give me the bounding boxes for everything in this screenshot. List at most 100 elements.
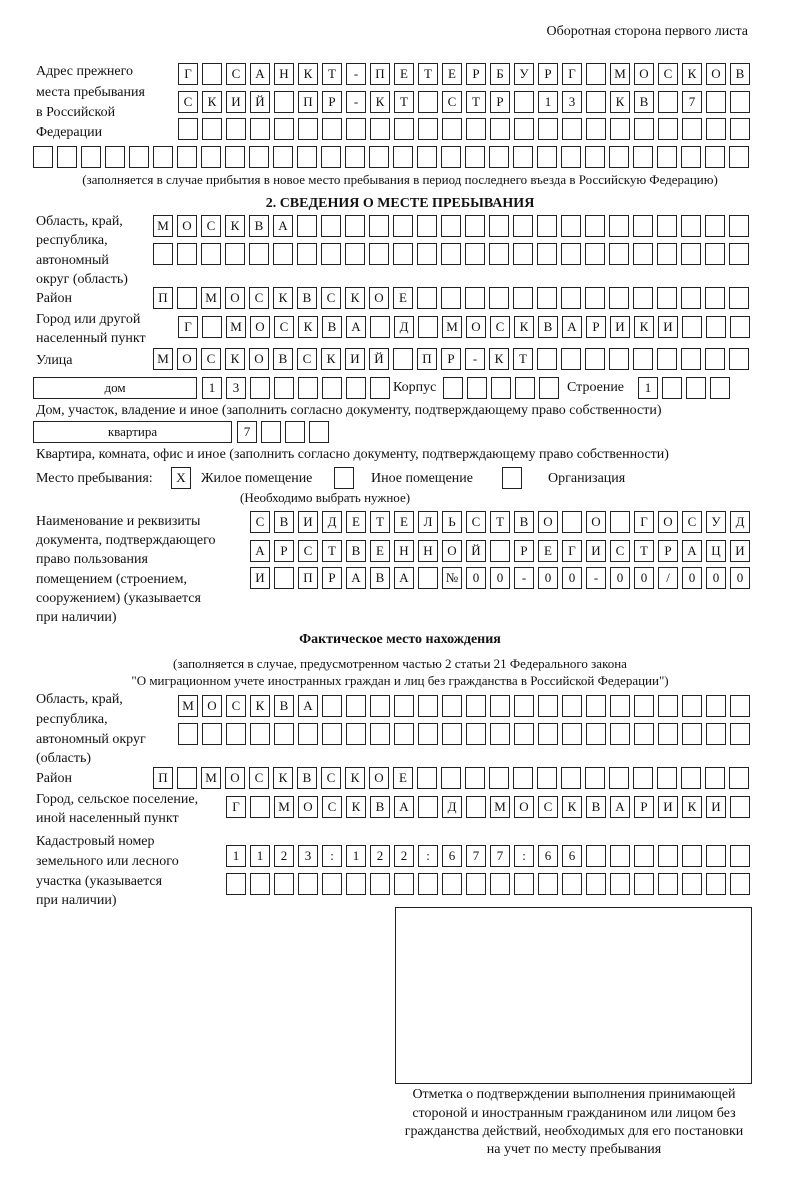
char-box[interactable]: М bbox=[442, 316, 462, 338]
char-box[interactable]: - bbox=[346, 91, 366, 113]
char-box[interactable]: К bbox=[682, 63, 702, 85]
char-box[interactable] bbox=[298, 723, 318, 745]
char-box[interactable] bbox=[633, 146, 653, 168]
char-box[interactable]: О bbox=[177, 348, 197, 370]
char-box[interactable] bbox=[298, 873, 318, 895]
char-box[interactable] bbox=[394, 873, 414, 895]
char-box[interactable] bbox=[705, 767, 725, 789]
char-box[interactable]: И bbox=[658, 316, 678, 338]
char-box[interactable]: В bbox=[274, 511, 294, 533]
char-box[interactable]: А bbox=[298, 695, 318, 717]
char-box[interactable]: Д bbox=[322, 511, 342, 533]
char-box[interactable]: 0 bbox=[466, 567, 486, 589]
char-box[interactable] bbox=[730, 796, 750, 818]
char-box[interactable] bbox=[418, 695, 438, 717]
char-box[interactable] bbox=[538, 695, 558, 717]
char-box[interactable]: Р bbox=[658, 540, 678, 562]
char-box[interactable]: Р bbox=[274, 540, 294, 562]
char-box[interactable]: С bbox=[226, 695, 246, 717]
char-box[interactable]: 2 bbox=[274, 845, 294, 867]
char-box[interactable] bbox=[489, 243, 509, 265]
char-box[interactable] bbox=[33, 146, 53, 168]
char-box[interactable]: 1 bbox=[202, 377, 222, 399]
char-box[interactable]: О bbox=[466, 316, 486, 338]
char-box[interactable]: В bbox=[370, 796, 390, 818]
char-box[interactable] bbox=[730, 845, 750, 867]
char-box[interactable]: Г bbox=[226, 796, 246, 818]
char-box[interactable] bbox=[609, 348, 629, 370]
char-box[interactable] bbox=[346, 873, 366, 895]
char-box[interactable] bbox=[706, 695, 726, 717]
char-box[interactable] bbox=[345, 215, 365, 237]
char-box[interactable] bbox=[514, 873, 534, 895]
char-box[interactable] bbox=[226, 873, 246, 895]
char-box[interactable]: 2 bbox=[370, 845, 390, 867]
char-box[interactable]: В bbox=[586, 796, 606, 818]
char-box[interactable] bbox=[250, 118, 270, 140]
char-box[interactable]: С bbox=[297, 348, 317, 370]
char-box[interactable]: К bbox=[489, 348, 509, 370]
option-other-checkbox[interactable] bbox=[334, 467, 354, 489]
char-box[interactable]: 7 bbox=[490, 845, 510, 867]
char-box[interactable] bbox=[682, 695, 702, 717]
char-box[interactable]: Р bbox=[538, 63, 558, 85]
char-box[interactable]: Р bbox=[466, 63, 486, 85]
char-box[interactable] bbox=[153, 243, 173, 265]
char-box[interactable] bbox=[706, 873, 726, 895]
char-box[interactable]: К bbox=[610, 91, 630, 113]
char-box[interactable] bbox=[610, 873, 630, 895]
char-box[interactable] bbox=[274, 567, 294, 589]
char-box[interactable] bbox=[658, 695, 678, 717]
char-box[interactable] bbox=[201, 243, 221, 265]
char-box[interactable] bbox=[682, 723, 702, 745]
char-box[interactable] bbox=[705, 287, 725, 309]
char-box[interactable]: 0 bbox=[538, 567, 558, 589]
char-box[interactable]: - bbox=[346, 63, 366, 85]
char-box[interactable]: К bbox=[298, 63, 318, 85]
char-box[interactable]: М bbox=[178, 695, 198, 717]
char-box[interactable]: И bbox=[586, 540, 606, 562]
char-box[interactable] bbox=[514, 91, 534, 113]
char-box[interactable] bbox=[513, 243, 533, 265]
char-box[interactable]: К bbox=[225, 348, 245, 370]
char-box[interactable] bbox=[586, 695, 606, 717]
char-box[interactable] bbox=[538, 118, 558, 140]
char-box[interactable] bbox=[562, 695, 582, 717]
char-box[interactable]: Т bbox=[513, 348, 533, 370]
char-box[interactable] bbox=[418, 316, 438, 338]
char-box[interactable] bbox=[682, 316, 702, 338]
char-box[interactable]: И bbox=[610, 316, 630, 338]
char-box[interactable]: С bbox=[178, 91, 198, 113]
char-box[interactable] bbox=[658, 118, 678, 140]
char-box[interactable]: 0 bbox=[706, 567, 726, 589]
char-box[interactable]: П bbox=[153, 287, 173, 309]
char-box[interactable] bbox=[586, 63, 606, 85]
char-box[interactable]: О bbox=[706, 63, 726, 85]
char-box[interactable] bbox=[394, 118, 414, 140]
char-box[interactable]: Н bbox=[418, 540, 438, 562]
char-box[interactable]: О bbox=[225, 287, 245, 309]
char-box[interactable]: М bbox=[153, 348, 173, 370]
char-box[interactable] bbox=[585, 348, 605, 370]
char-box[interactable]: 0 bbox=[490, 567, 510, 589]
char-box[interactable] bbox=[609, 243, 629, 265]
char-box[interactable] bbox=[466, 695, 486, 717]
char-box[interactable] bbox=[297, 243, 317, 265]
char-box[interactable]: : bbox=[322, 845, 342, 867]
char-box[interactable]: К bbox=[273, 767, 293, 789]
char-box[interactable] bbox=[705, 243, 725, 265]
char-box[interactable]: И bbox=[298, 511, 318, 533]
char-box[interactable]: М bbox=[490, 796, 510, 818]
char-box[interactable]: Г bbox=[562, 63, 582, 85]
char-box[interactable]: О bbox=[225, 767, 245, 789]
char-box[interactable]: У bbox=[514, 63, 534, 85]
char-box[interactable]: В bbox=[730, 63, 750, 85]
char-box[interactable]: Е bbox=[370, 540, 390, 562]
option-organization-checkbox[interactable] bbox=[502, 467, 522, 489]
char-box[interactable]: 7 bbox=[237, 421, 257, 443]
char-box[interactable] bbox=[490, 723, 510, 745]
char-box[interactable] bbox=[285, 421, 305, 443]
char-box[interactable]: С bbox=[442, 91, 462, 113]
char-box[interactable] bbox=[442, 118, 462, 140]
option-residential-checkbox[interactable]: X bbox=[171, 467, 191, 489]
